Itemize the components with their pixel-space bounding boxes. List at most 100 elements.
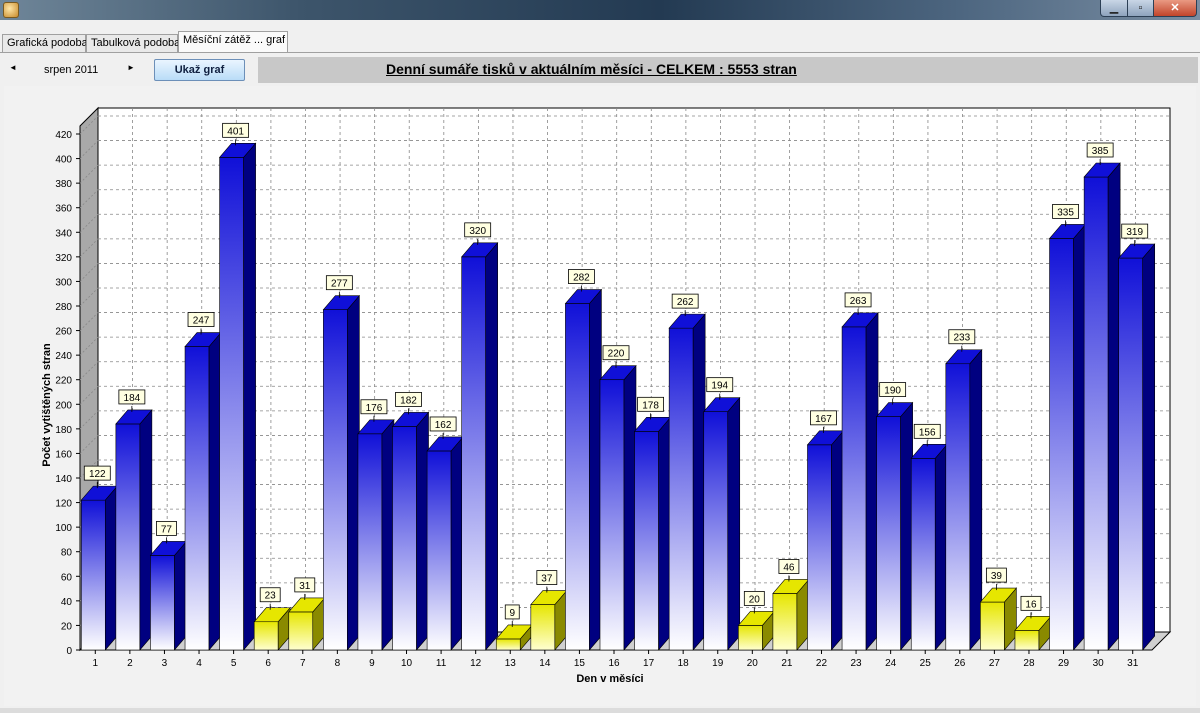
label-box [118,389,146,405]
x-tick-label: 3 [162,658,168,669]
bar-top [979,587,1018,603]
data-label-value: 319 [1126,227,1143,238]
bar-day-14 [530,589,568,651]
bar-day-12 [461,242,499,651]
x-tick-label: 24 [885,658,897,669]
bar-side [104,485,118,651]
bar-day-3 [149,540,188,651]
x-tick-label: 8 [335,658,341,669]
y-tick-label: 0 [66,646,72,657]
bar-side [692,313,706,651]
bar-side [208,331,222,651]
tab-table-view[interactable]: Tabulková podoba [86,34,180,52]
data-label-value: 263 [850,296,867,307]
y-tick-label: 180 [55,425,72,436]
x-tick-label: 29 [1058,658,1070,669]
bar-side [969,348,983,651]
label-box [464,222,492,238]
data-label-value: 156 [919,427,936,438]
tab-monthly-load-chart[interactable]: Měsíční zátěž ... graf [178,31,288,53]
data-label-day-5: 401 [222,122,250,146]
bar-day-10 [391,411,430,651]
data-label-day-8: 277 [325,275,353,298]
bar-front [1118,257,1144,651]
y-tick-label: 380 [55,179,72,190]
bar-side [589,288,602,651]
bar-top [564,289,603,304]
bar-front [807,444,832,651]
x-axis-label: Den v měsíci [576,673,643,685]
bar-top [1083,162,1121,178]
bar-side [174,540,187,651]
bar-day-8 [322,294,361,651]
maximize-button[interactable]: ▫ [1127,0,1154,17]
label-box [1121,223,1149,239]
data-label-day-31: 319 [1121,223,1149,247]
data-label-value: 31 [299,581,311,592]
bar-side [139,409,153,651]
y-tick-label: 300 [55,277,72,288]
data-labels: 122 184 77 247 401 23 31 277 176 182 162 320 9 37 282 2… [83,122,1149,627]
bar-top [115,409,153,425]
next-month-icon[interactable]: ► [127,63,135,72]
data-label-value: 233 [953,333,970,344]
bar-top [1118,243,1156,259]
label-box [1052,204,1079,219]
tab-graphic-view[interactable]: Grafická podoba [2,34,88,52]
data-label-value: 23 [265,591,277,602]
label-box [1086,142,1114,158]
bar-top [841,312,879,328]
bar-front [910,458,936,651]
bar-side [658,416,671,651]
bar-day-17 [633,416,672,651]
bar-front [253,621,279,651]
bar-day-25 [910,443,948,651]
bar-front [772,593,798,651]
data-label-day-20: 20 [743,591,765,614]
label-box [429,416,457,432]
data-label-day-13: 9 [504,604,520,627]
data-label-value: 39 [991,571,1003,582]
y-tick-label: 280 [55,302,72,313]
bar-side [381,418,395,651]
data-label-value: 184 [124,393,141,404]
close-button[interactable]: ✕ [1153,0,1197,17]
bar-side [347,294,360,651]
bar-front [703,411,729,651]
h-gridline-side [79,263,99,282]
bar-day-20 [737,610,775,651]
app-icon [3,2,19,18]
label-box [222,122,250,138]
x-tick-label: 4 [196,658,202,669]
toolbar: ◄ srpen 2011 ► Ukaž graf Denní sumáře ti… [0,56,1200,84]
bar-top [703,397,741,412]
data-label-value: 37 [541,574,553,585]
bar-day-28 [1014,615,1052,651]
bar-day-27 [979,587,1018,651]
label-box [294,577,316,593]
tab-divider [0,52,1200,53]
data-label-value: 167 [815,414,832,425]
minimize-button[interactable]: ▁ [1100,0,1128,17]
h-gridline-side [79,238,99,258]
bar-front [461,256,486,651]
previous-month-icon[interactable]: ◄ [9,63,17,72]
month-label: srpen 2011 [44,64,99,76]
label-box [187,312,215,327]
bar-front [530,604,556,651]
h-gridline-side [79,214,99,233]
y-tick-label: 120 [55,499,72,510]
data-label-day-17: 178 [637,396,664,420]
bar-day-23 [841,312,879,651]
chart-bars [80,142,1156,651]
data-label-day-4: 247 [187,312,215,335]
bar-top [357,419,395,435]
data-label-day-12: 320 [464,222,492,245]
bar-top [322,295,361,310]
data-label-day-26: 233 [948,329,976,352]
x-tick-label: 7 [300,658,306,669]
h-gridline-side [79,336,99,356]
show-chart-button[interactable]: Ukaž graf [154,59,245,81]
bar-day-6 [253,606,291,651]
label-box [568,269,595,284]
